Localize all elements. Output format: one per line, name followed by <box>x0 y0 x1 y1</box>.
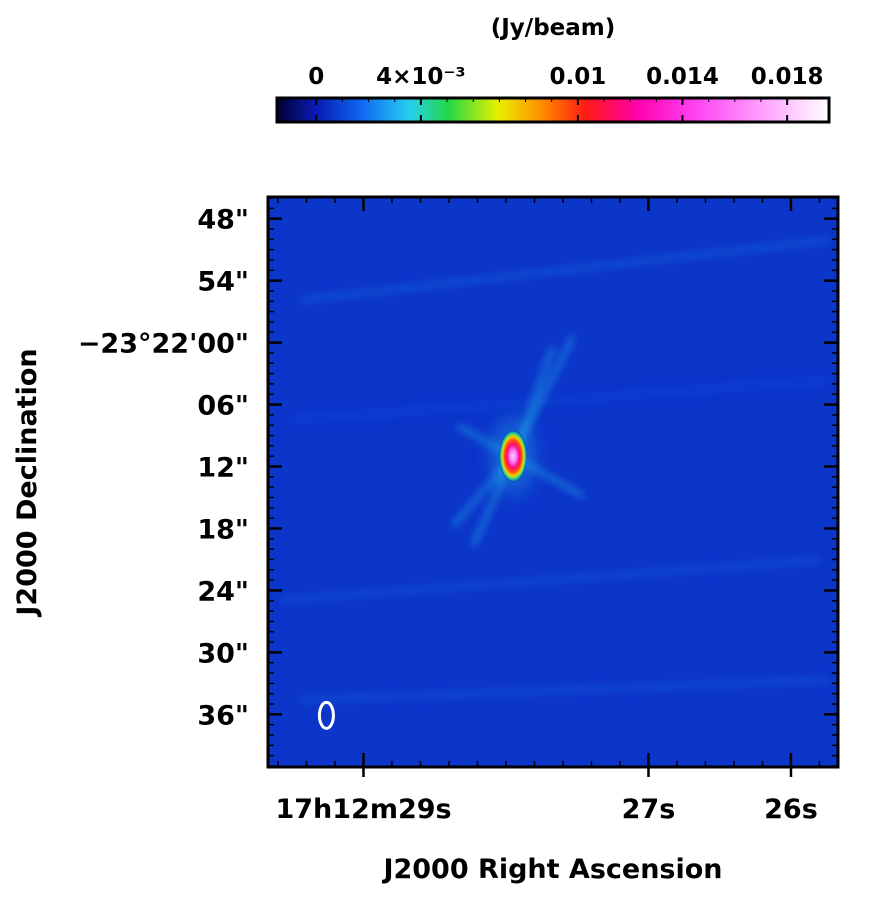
y-tick-label: 48" <box>197 205 249 236</box>
x-tick-labels: 17h12m29s 27s 26s <box>275 794 817 825</box>
colorbar-tick-label: 0.01 <box>549 64 606 90</box>
x-tick-label: 17h12m29s <box>275 794 451 825</box>
radio-source <box>499 430 528 483</box>
x-tick-label: 27s <box>622 794 676 825</box>
image-plot <box>268 197 838 767</box>
colorbar-unit-label: (Jy/beam) <box>491 15 616 41</box>
beam-ellipse <box>317 700 335 730</box>
y-axis-label: J2000 Declination <box>12 348 43 617</box>
x-tick-label: 26s <box>764 794 818 825</box>
y-tick-label: −23°22'00" <box>78 329 249 360</box>
y-tick-label: 12" <box>197 453 249 484</box>
colorbar-tick-labels: 0 4×10⁻³ 0.01 0.014 0.018 <box>308 64 823 90</box>
y-tick-label: 18" <box>197 514 249 545</box>
x-axis-label: J2000 Right Ascension <box>381 854 722 885</box>
y-tick-labels: 48" 54" −23°22'00" 06" 12" 18" 24" 30" 36" <box>78 205 249 732</box>
plot-frame <box>266 195 840 769</box>
y-tick-label: 06" <box>197 391 249 422</box>
colorbar-tick-label: 0 <box>308 64 324 90</box>
colorbar-tick-label: 0.014 <box>646 64 719 90</box>
axis-ticks <box>268 197 838 777</box>
colorbar-tick-label: 4×10⁻³ <box>376 64 466 90</box>
y-tick-label: 30" <box>197 638 249 669</box>
colorbar-tick-label: 0.018 <box>751 64 824 90</box>
colorbar-ticks <box>315 98 789 122</box>
noise-streaks <box>279 237 831 703</box>
y-tick-label: 36" <box>197 700 249 731</box>
colorbar <box>275 96 831 124</box>
y-tick-label: 54" <box>197 267 249 298</box>
y-tick-label: 24" <box>197 576 249 607</box>
